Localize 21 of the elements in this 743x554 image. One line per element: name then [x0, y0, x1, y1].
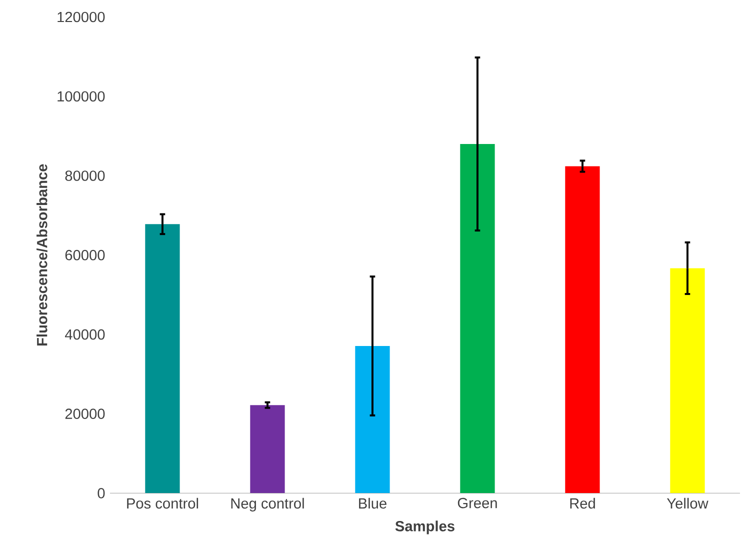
- bar: [460, 144, 495, 494]
- x-tick-label: Pos control: [127, 498, 198, 509]
- bar: [565, 166, 600, 494]
- bar: [355, 346, 390, 494]
- x-tick-label: Blue: [359, 498, 386, 509]
- x-tick-label: Green: [458, 498, 497, 508]
- x-tick-label: Red: [570, 498, 595, 509]
- x-axis-title: Samples: [395, 520, 454, 534]
- y-tick-label: 40000: [64, 329, 105, 340]
- x-tick-label: Yellow: [666, 498, 708, 509]
- x-tick-label: Neg control: [231, 498, 304, 512]
- y-tick-label: 80000: [65, 170, 105, 181]
- y-tick-label: 0: [98, 488, 105, 498]
- y-tick-label: 100000: [58, 91, 105, 102]
- bar: [145, 224, 180, 494]
- bar: [250, 405, 285, 494]
- y-tick-label: 60000: [65, 250, 105, 260]
- y-tick-label: 20000: [65, 408, 105, 419]
- y-axis-title: Fluorescence/Absorbance: [36, 164, 48, 346]
- y-tick-label: 120000: [58, 12, 105, 22]
- bar: [670, 268, 705, 494]
